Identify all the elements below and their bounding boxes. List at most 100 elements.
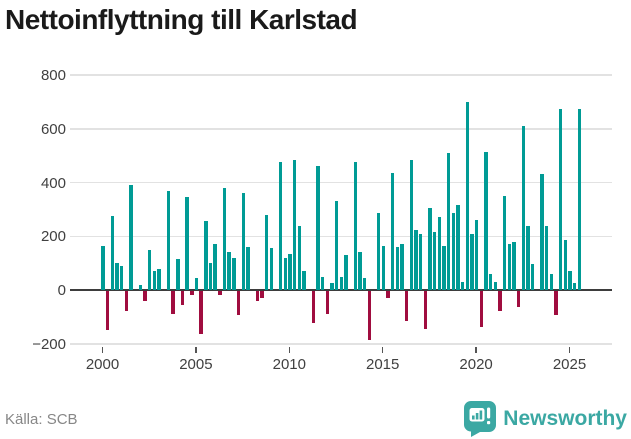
bar-2022Q3[interactable] (521, 126, 526, 290)
bar-2006Q3[interactable] (222, 187, 227, 290)
bar-2022Q2[interactable] (517, 291, 521, 308)
bar-2014Q2[interactable] (367, 291, 371, 340)
bar-2018Q3[interactable] (446, 152, 451, 290)
bar-2005Q2[interactable] (199, 291, 203, 335)
bar-2015Q4[interactable] (395, 247, 399, 290)
bar-2007Q1[interactable] (232, 257, 236, 290)
bar-2002Q3[interactable] (148, 249, 152, 290)
bar-2009Q3[interactable] (278, 162, 283, 290)
bar-2015Q1[interactable] (381, 245, 385, 290)
bar-2000Q2[interactable] (106, 291, 110, 331)
bar-2005Q4[interactable] (208, 263, 213, 290)
bar-2023Q4[interactable] (545, 225, 549, 290)
y-tick-label: −200 (32, 335, 66, 353)
bar-2005Q3[interactable] (204, 221, 208, 290)
bar-2017Q2[interactable] (423, 291, 428, 329)
bar-2016Q3[interactable] (409, 159, 413, 290)
bar-2010Q4[interactable] (302, 271, 306, 290)
bar-2019Q3[interactable] (465, 101, 470, 290)
bar-2013Q4[interactable] (358, 252, 362, 290)
bar-2024Q2[interactable] (554, 291, 558, 316)
bar-2008Q2[interactable] (255, 291, 259, 301)
bar-2009Q1[interactable] (269, 248, 273, 290)
bar-2025Q2[interactable] (573, 283, 577, 290)
bar-2025Q1[interactable] (568, 271, 572, 290)
bar-2019Q2[interactable] (460, 281, 465, 290)
bar-2002Q4[interactable] (152, 271, 157, 290)
bar-2023Q1[interactable] (531, 264, 535, 290)
bar-2019Q4[interactable] (470, 233, 474, 290)
bar-2023Q3[interactable] (540, 174, 544, 290)
bar-2025Q3[interactable] (577, 108, 582, 290)
bar-2018Q4[interactable] (451, 213, 456, 290)
bar-2012Q4[interactable] (339, 276, 343, 290)
bar-2024Q1[interactable] (549, 273, 554, 290)
bar-2014Q4[interactable] (376, 213, 381, 290)
bar-2012Q1[interactable] (325, 291, 329, 315)
bar-2007Q3[interactable] (241, 193, 245, 290)
bar-2021Q2[interactable] (498, 291, 502, 312)
bar-2011Q3[interactable] (316, 166, 320, 290)
bar-2011Q4[interactable] (320, 276, 325, 290)
bar-2022Q1[interactable] (512, 241, 516, 290)
bar-2008Q4[interactable] (264, 214, 269, 290)
bar-2020Q3[interactable] (484, 151, 488, 290)
bar-2017Q4[interactable] (432, 232, 437, 290)
bar-2020Q4[interactable] (489, 273, 493, 290)
bar-2000Q1[interactable] (101, 245, 105, 290)
bar-2019Q1[interactable] (456, 205, 460, 290)
bar-2014Q1[interactable] (362, 277, 367, 290)
bar-2016Q2[interactable] (404, 291, 409, 321)
bar-2001Q3[interactable] (129, 185, 133, 290)
bar-2018Q1[interactable] (437, 217, 442, 290)
bar-2016Q1[interactable] (400, 244, 404, 290)
bar-2006Q1[interactable] (213, 244, 217, 290)
bar-2007Q4[interactable] (246, 247, 250, 290)
bar-2007Q2[interactable] (236, 291, 241, 316)
x-tick-label: 2010 (272, 356, 306, 373)
bar-2006Q2[interactable] (218, 291, 222, 296)
bar-2003Q3[interactable] (166, 190, 171, 290)
bar-2021Q3[interactable] (503, 195, 507, 290)
bar-2002Q2[interactable] (143, 291, 147, 301)
bar-2000Q3[interactable] (110, 216, 115, 290)
bar-2010Q1[interactable] (288, 253, 292, 290)
bar-2001Q1[interactable] (120, 265, 124, 290)
bar-2017Q3[interactable] (428, 208, 432, 290)
bar-2009Q4[interactable] (283, 257, 287, 290)
bar-2020Q1[interactable] (475, 220, 479, 290)
bar-2016Q4[interactable] (414, 229, 418, 290)
bar-2008Q3[interactable] (260, 291, 264, 298)
bar-2005Q1[interactable] (194, 277, 199, 290)
gridline-y--200 (70, 343, 612, 345)
bar-2011Q2[interactable] (311, 291, 315, 324)
bar-2003Q4[interactable] (171, 291, 175, 315)
bar-2021Q1[interactable] (493, 281, 498, 290)
bar-2013Q3[interactable] (353, 162, 357, 290)
bar-2012Q2[interactable] (330, 283, 334, 290)
bar-2021Q4[interactable] (507, 244, 512, 290)
bar-2015Q3[interactable] (390, 173, 395, 290)
bar-2002Q1[interactable] (138, 284, 143, 290)
bar-2024Q3[interactable] (559, 108, 563, 290)
bar-2004Q3[interactable] (185, 197, 189, 290)
bar-2020Q2[interactable] (479, 291, 484, 328)
newsworthy-logo[interactable]: Newsworthy (464, 401, 627, 437)
bar-2018Q2[interactable] (442, 245, 446, 290)
bar-2015Q2[interactable] (386, 291, 390, 298)
bar-2004Q2[interactable] (180, 291, 185, 305)
bar-2017Q1[interactable] (418, 233, 423, 290)
bar-2012Q3[interactable] (334, 201, 339, 290)
bar-2004Q4[interactable] (190, 291, 194, 296)
bar-2001Q2[interactable] (124, 291, 129, 312)
y-tick-label: 0 (57, 282, 66, 299)
bar-2006Q4[interactable] (227, 252, 231, 290)
bar-2022Q4[interactable] (526, 225, 530, 290)
bar-2004Q1[interactable] (176, 259, 180, 290)
bar-2010Q2[interactable] (292, 159, 297, 290)
bar-2024Q4[interactable] (563, 240, 568, 290)
bar-2000Q4[interactable] (115, 263, 119, 290)
bar-2013Q1[interactable] (344, 255, 348, 290)
bar-2003Q1[interactable] (157, 268, 161, 290)
bar-2010Q3[interactable] (297, 225, 301, 290)
